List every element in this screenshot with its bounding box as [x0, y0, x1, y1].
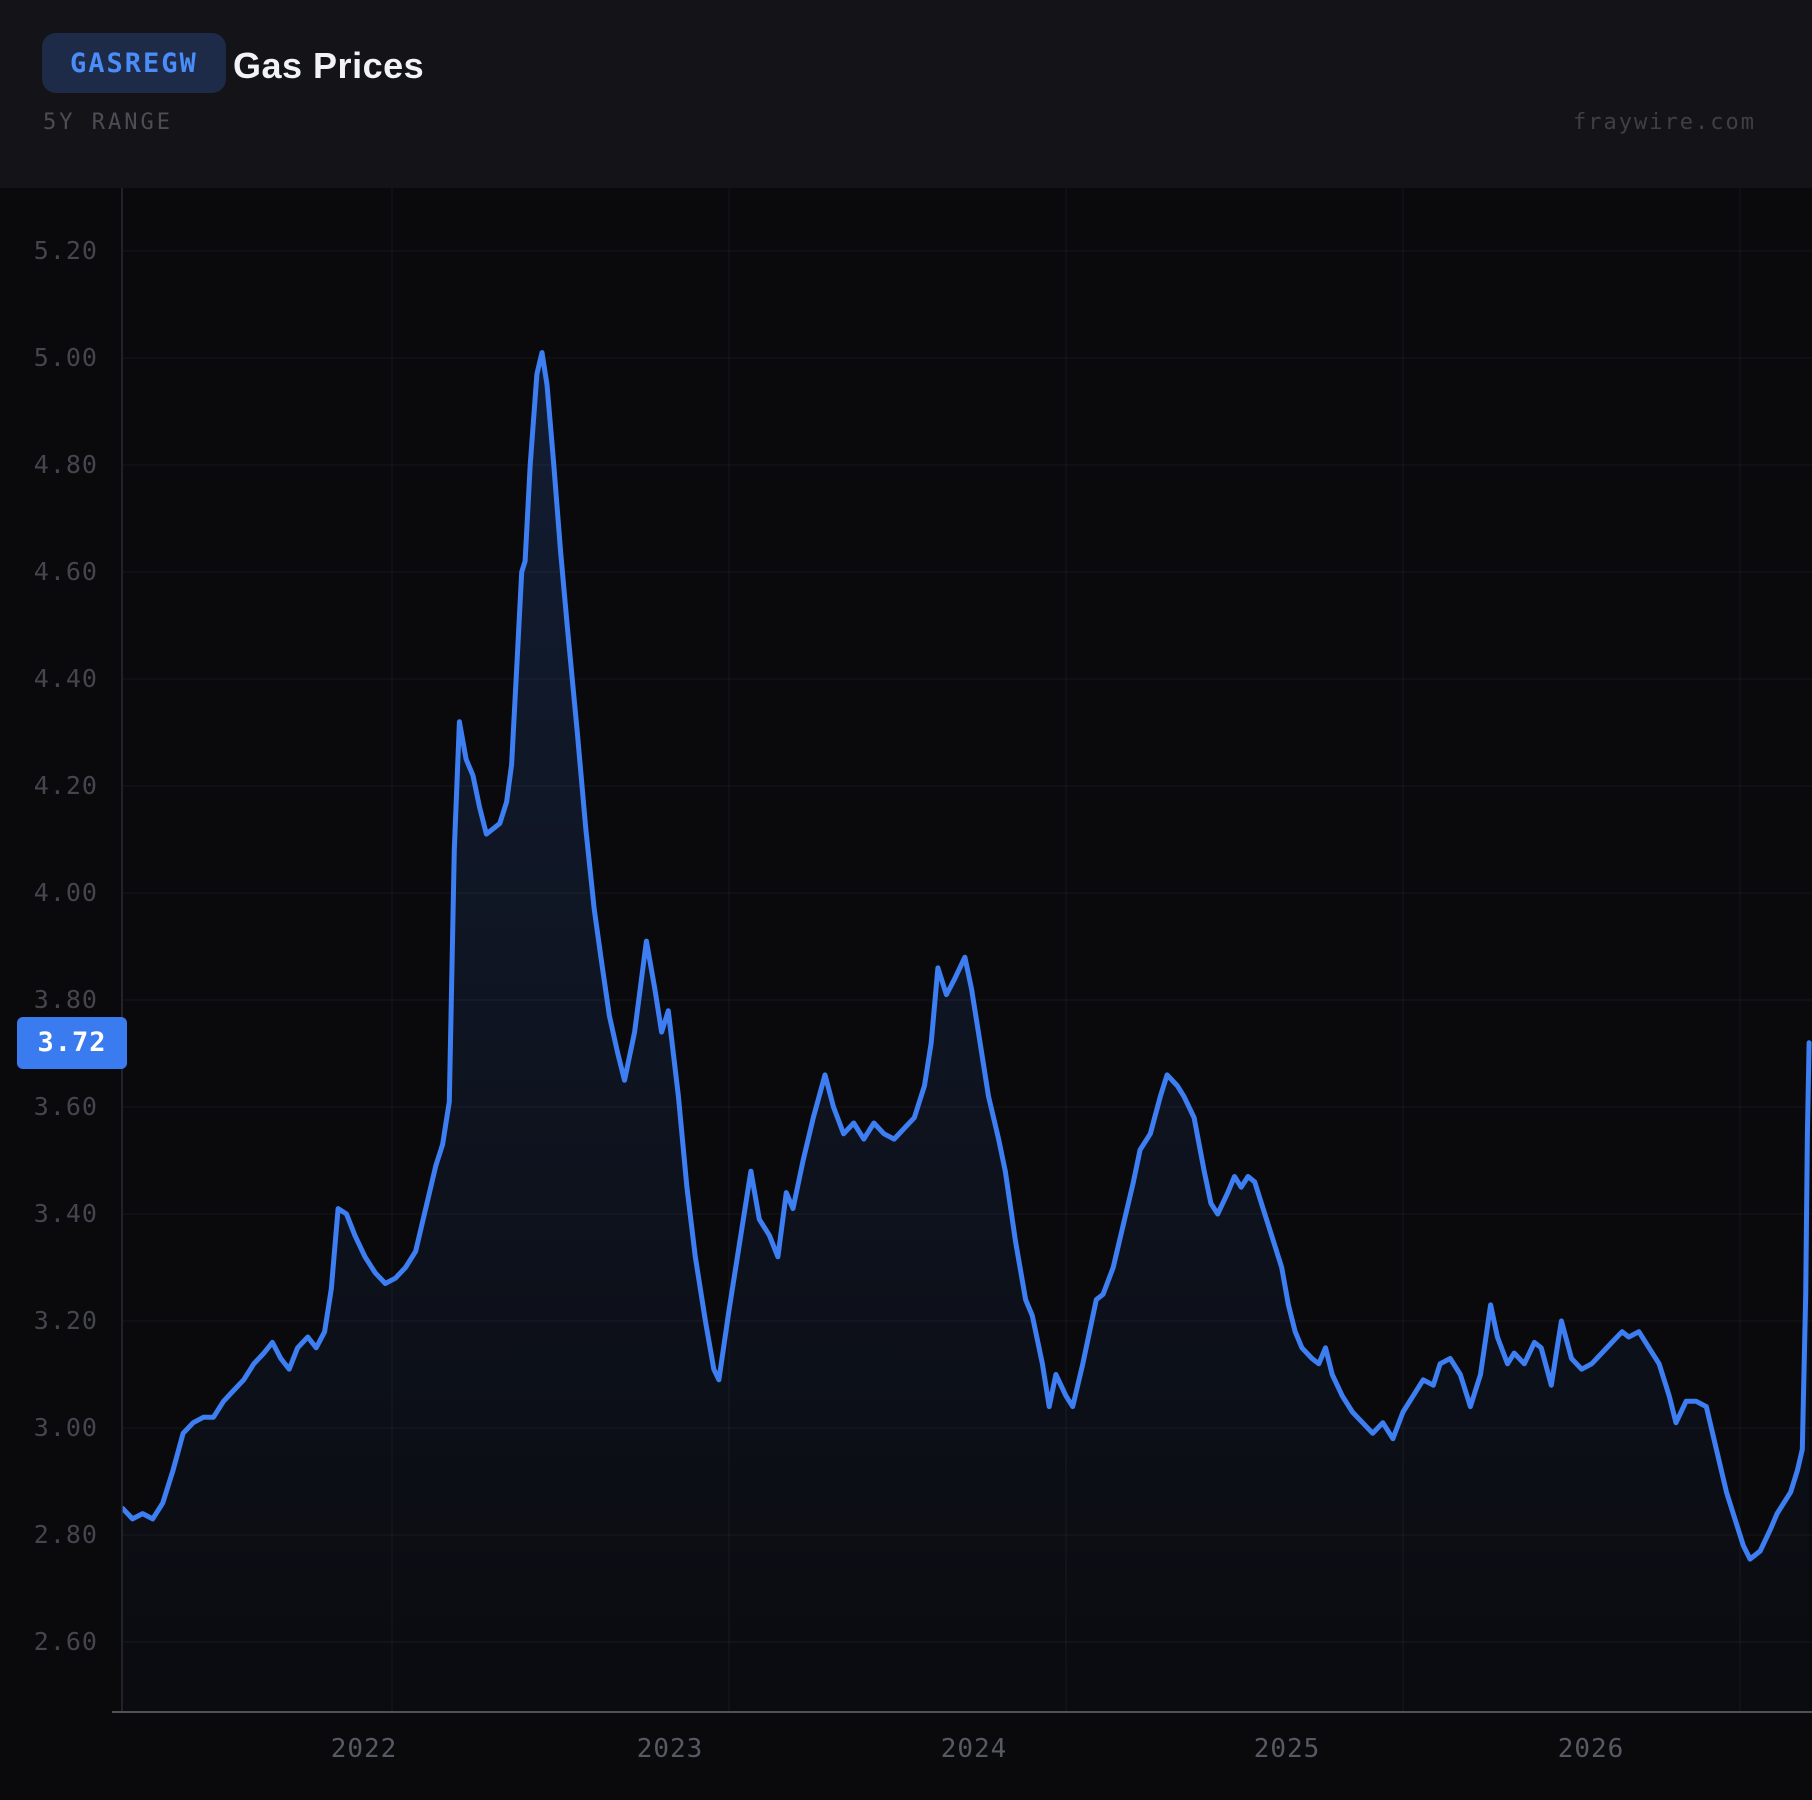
y-tick-label: 2.80 [33, 1520, 98, 1549]
y-tick-label: 3.40 [33, 1199, 98, 1228]
watermark: fraywire.com [1573, 110, 1756, 135]
y-tick-label: 5.20 [33, 236, 98, 265]
x-tick-label: 2026 [1557, 1734, 1625, 1764]
x-tick-label: 2022 [330, 1734, 398, 1764]
current-price-badge: 3.72 [17, 1016, 127, 1069]
ticker-label: GASREGW [70, 47, 198, 79]
x-tick-label: 2024 [940, 1734, 1008, 1764]
price-line [122, 350, 1812, 1562]
page-title: Gas Prices [233, 45, 425, 86]
price-area [122, 352, 1810, 1712]
current-price-value: 3.72 [37, 1027, 107, 1059]
y-tick-label: 3.60 [33, 1092, 98, 1121]
y-tick-label: 2.60 [33, 1627, 98, 1656]
y-tick-label: 4.40 [33, 664, 98, 693]
y-tick-label: 3.20 [33, 1306, 98, 1335]
ticker-badge: GASREGW [42, 33, 226, 93]
x-tick-label: 2023 [636, 1734, 704, 1764]
y-tick-label: 5.00 [33, 343, 98, 372]
y-tick-label: 3.80 [33, 985, 98, 1014]
y-tick-label: 4.20 [33, 771, 98, 800]
y-tick-label: 4.80 [33, 450, 98, 479]
range-label: 5Y RANGE [43, 110, 173, 135]
header: GASREGW Gas Prices 5Y RANGE fraywire.com [0, 0, 1812, 188]
x-tick-label: 2025 [1253, 1734, 1321, 1764]
y-tick-label: 3.00 [33, 1413, 98, 1442]
y-tick-label: 4.60 [33, 557, 98, 586]
y-tick-label: 4.00 [33, 878, 98, 907]
